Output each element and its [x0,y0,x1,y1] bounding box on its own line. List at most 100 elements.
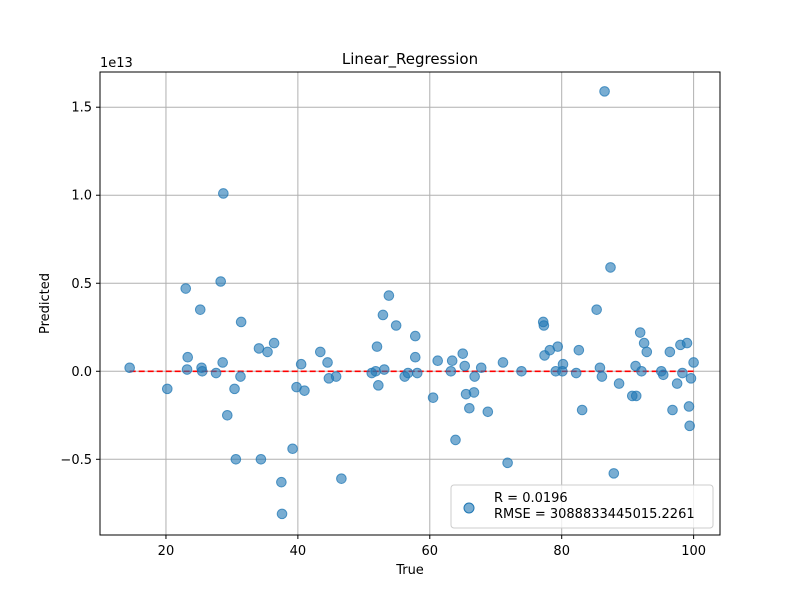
scatter-point [502,457,513,469]
scatter-point [459,360,471,372]
scatter-point [552,341,564,352]
scatter-point [235,371,246,382]
scatter-point [402,367,414,379]
legend-box [450,484,714,529]
scatter-point [161,383,173,395]
scatter-point [229,383,240,395]
scatter-point [322,357,333,368]
scatter-point [664,346,676,358]
scatter-point [688,357,699,368]
scatter-point [221,409,233,421]
legend: R = 0.0196 RMSE = 3088833445015.2261 [450,484,714,529]
scatter-point [314,346,326,358]
scatter-point [468,387,480,398]
scatter-point [124,362,135,374]
scatter-point [295,358,307,370]
scatter-point [683,401,695,412]
scatter-point [482,406,494,418]
x-axis-label: True [395,563,424,578]
scatter-point [497,357,509,368]
scatter-point [573,344,585,356]
legend-entry-rmse: RMSE = 3088833445015.2261 [494,507,695,522]
scatter-point [464,402,475,414]
scatter-point [570,367,582,379]
scatter-point [330,371,342,382]
y-tick-label: −0.5 [60,453,92,468]
scatter-point [608,468,620,479]
scatter-point [390,320,402,331]
scatter-point [276,508,288,520]
scatter-point [576,404,588,416]
scatter-point [235,316,247,328]
scatter-point [215,276,227,287]
scatter-point [634,327,646,338]
scatter-point [475,362,487,374]
scatter-point [217,357,228,368]
scatter-point [557,358,569,370]
scatter-point [599,86,610,97]
x-tick-label: 80 [553,544,570,559]
x-ticks: 20 40 60 80 100 [158,535,706,559]
x-tick-label: 40 [290,544,307,559]
scatter-point [287,443,298,455]
scatter-point [591,304,602,315]
y-tick-label: 1.5 [71,101,92,116]
x-tick-label: 20 [158,544,175,559]
scatter-point [230,454,242,465]
scatter-point [299,385,310,396]
scatter-point [196,362,207,374]
legend-marker [463,502,475,514]
y-tick-label: 0.5 [71,277,92,292]
scatter-point [409,351,421,363]
scatter-point [605,262,616,273]
scatter-point [383,290,395,301]
scatter-point [538,320,550,331]
scatter-point [638,337,650,349]
scatter-point [262,346,273,358]
y-tick-label: 0.0 [71,365,92,380]
scatter-point [450,434,461,446]
scatter-point [636,365,647,377]
y-offset-label: 1e13 [100,56,133,71]
scatter-point [181,364,193,375]
scatter-point [677,367,688,379]
scatter-point [685,373,697,384]
scatter-point [516,365,527,377]
scatter-point [182,351,194,363]
chart-title: Linear_Regression [342,50,478,69]
scatter-point [613,378,625,389]
scatter-point [255,454,267,465]
scatter-point [210,367,222,379]
y-tick-label: 1.0 [71,189,92,204]
scatter-point [671,378,683,389]
scatter-point [409,330,421,342]
scatter-point [378,364,390,375]
legend-entry-r: R = 0.0196 [494,491,568,506]
points-layer [124,86,699,520]
scatter-point [681,337,693,349]
scatter-point [218,188,229,199]
scatter-point [194,304,206,315]
y-ticks: −0.5 0.0 0.5 1.0 1.5 [60,101,100,468]
scatter-point [336,473,347,484]
scatter-point [596,371,608,382]
x-tick-label: 100 [681,544,706,559]
scatter-point [469,371,480,382]
scatter-point [684,420,695,432]
scatter-point [667,404,678,416]
y-axis-label: Predicted [38,273,53,334]
scatter-point [427,392,439,403]
scatter-point [594,362,606,374]
scatter-point [371,341,383,352]
scatter-point [445,365,457,377]
scatter-point [373,380,384,391]
scatter-point [268,337,280,349]
scatter-point [446,355,458,367]
scatter-point [411,367,423,379]
scatter-point [641,346,653,358]
scatter-point [432,355,444,367]
scatter-point [276,476,287,488]
scatter-point [377,309,389,321]
scatter-point [657,369,669,381]
